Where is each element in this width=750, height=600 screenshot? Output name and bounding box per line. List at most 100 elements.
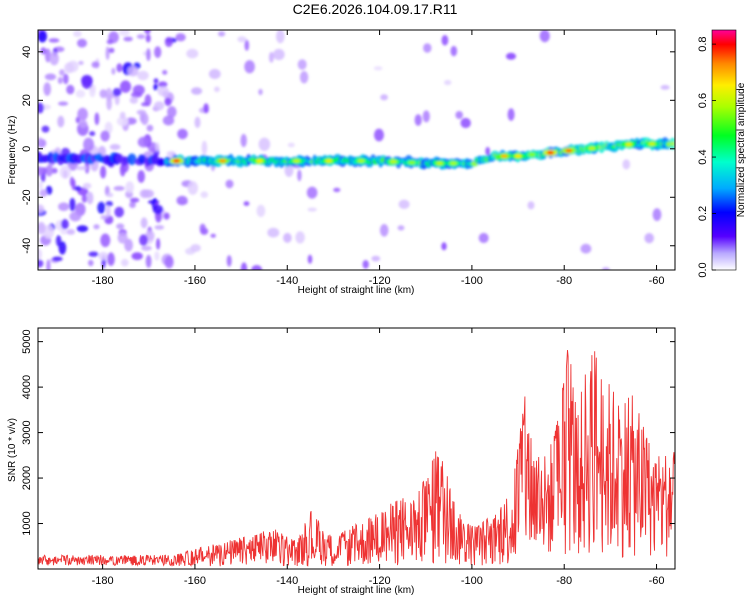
- heatmap-speckle: [478, 232, 489, 244]
- heatmap-speckle: [43, 82, 51, 96]
- heatmap-speckle: [218, 31, 226, 37]
- heatmap-hotspot: [436, 161, 444, 166]
- snr-y-ticks: 1000 2000 3000 4000 5000: [21, 329, 675, 536]
- heatmap-speckle: [191, 87, 203, 95]
- spectrogram-y-tick-label: 0: [21, 146, 33, 152]
- heatmap-speckle: [69, 211, 82, 222]
- heatmap-speckle: [145, 34, 151, 43]
- snr-y-tick-label: 1000: [21, 511, 33, 535]
- heatmap-speckle: [187, 181, 198, 195]
- heatmap-speckle: [40, 47, 47, 55]
- heatmap-speckle: [455, 111, 464, 119]
- heatmap-speckle: [244, 60, 255, 74]
- heatmap-speckle: [120, 258, 129, 267]
- heatmap-speckle: [75, 166, 88, 171]
- heatmap-speckle: [94, 112, 100, 126]
- spectrogram-heatmap: [38, 30, 675, 270]
- heatmap-speckle: [333, 187, 341, 193]
- heatmap-speckle: [258, 88, 263, 96]
- heatmap-speckle: [137, 70, 149, 81]
- heatmap-speckle: [145, 254, 152, 268]
- heatmap-speckle: [374, 128, 384, 142]
- heatmap-speckle: [105, 205, 111, 218]
- heatmap-speckle: [371, 255, 381, 262]
- heatmap-speckle: [137, 136, 150, 148]
- heatmap-speckle: [158, 81, 168, 88]
- heatmap-speckle: [622, 159, 631, 170]
- heatmap-speckle: [59, 69, 65, 76]
- heatmap-speckle: [100, 130, 110, 142]
- heatmap-speckle: [154, 251, 160, 261]
- heatmap-speckle: [46, 259, 51, 270]
- snr-series-line: [38, 349, 675, 568]
- heatmap-speckle: [297, 59, 307, 70]
- snr-series: [38, 349, 675, 568]
- heatmap-speckle: [66, 84, 75, 95]
- heatmap-speckle: [485, 146, 491, 156]
- colorbar-tick-label: 0.4: [697, 149, 709, 164]
- heatmap-speckle: [124, 238, 133, 252]
- heatmap-speckle: [74, 186, 82, 191]
- heatmap-speckle: [38, 204, 45, 214]
- heatmap-speckle: [163, 212, 170, 220]
- heatmap-speckle: [78, 60, 84, 65]
- heatmap-speckle: [208, 68, 221, 80]
- heatmap-hotspot: [256, 159, 264, 163]
- heatmap-speckle: [422, 110, 430, 123]
- heatmap-speckle: [441, 242, 447, 251]
- snr-x-tick-label: -60: [649, 575, 665, 587]
- heatmap-speckle: [141, 102, 149, 107]
- heatmap-speckle: [109, 144, 121, 150]
- heatmap-speckle: [156, 238, 161, 250]
- snr-x-tick-label: -100: [461, 575, 483, 587]
- heatmap-speckle: [107, 252, 115, 266]
- colorbar-tick-label: 0.0: [697, 262, 709, 277]
- heatmap-speckle: [58, 101, 69, 106]
- heatmap-speckle: [201, 140, 208, 155]
- heatmap-speckle: [88, 251, 99, 257]
- heatmap-speckle: [162, 70, 168, 75]
- spectrogram-frame: [37, 29, 676, 271]
- heatmap-speckle: [43, 224, 55, 239]
- heatmap-hotspot: [546, 150, 554, 155]
- heatmap-speckle: [379, 224, 389, 237]
- colorbar-gradient: [711, 29, 737, 271]
- heatmap-speckle: [240, 262, 248, 270]
- heatmap-speckle: [123, 36, 133, 42]
- heatmap-speckle: [307, 207, 317, 212]
- heatmap-speckle: [39, 189, 48, 198]
- spectrogram-x-tick-label: -120: [369, 275, 391, 287]
- heatmap-speckle: [48, 38, 60, 43]
- heatmap-speckle: [214, 86, 220, 93]
- heatmap-speckle: [398, 199, 410, 209]
- heatmap-speckle: [49, 51, 59, 66]
- heatmap-speckle: [38, 259, 44, 268]
- colorbar-tick-label: 0.8: [697, 36, 709, 51]
- heatmap-speckle: [129, 197, 140, 203]
- heatmap-speckle: [52, 256, 63, 262]
- heatmap-speckle: [81, 76, 93, 89]
- heatmap-speckle: [144, 30, 151, 34]
- spectrogram-panel: -180 -160 -140 -120 -100 -80 -60 -40 -20 0 20 40 H…: [7, 29, 676, 296]
- heatmap-speckle: [660, 85, 670, 90]
- heatmap-speckle: [194, 116, 201, 129]
- heatmap-band-outer: [127, 153, 137, 166]
- heatmap-speckle: [131, 252, 143, 260]
- heatmap-speckle: [57, 115, 65, 128]
- heatmap-speckle: [175, 33, 186, 42]
- heatmap-speckle: [99, 89, 108, 99]
- heatmap-speckle: [162, 115, 175, 126]
- spectrogram-x-ticks: -180 -160 -140 -120 -100 -80 -60: [92, 30, 664, 287]
- heatmap-hotspot: [588, 146, 596, 151]
- heatmap-hotspot: [219, 159, 227, 163]
- heatmap-speckle: [119, 111, 126, 119]
- heatmap-hotspot: [500, 154, 508, 158]
- heatmap-speckle: [100, 215, 108, 220]
- snr-x-tick-label: -120: [369, 575, 391, 587]
- heatmap-speckle: [64, 62, 74, 74]
- heatmap-speckle: [79, 119, 88, 128]
- heatmap-speckle: [273, 48, 285, 61]
- spectrogram-x-tick-label: -80: [556, 275, 572, 287]
- heatmap-speckle: [210, 233, 216, 238]
- snr-x-ticks: -180 -160 -140 -120 -100 -80 -60: [92, 328, 665, 587]
